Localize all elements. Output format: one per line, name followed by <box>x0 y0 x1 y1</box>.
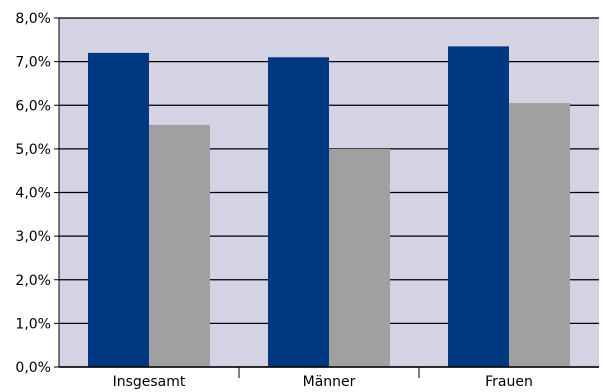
x-category-label: Frauen <box>485 374 533 390</box>
x-category-label: Männer <box>303 374 356 390</box>
y-tick-label: 7,0% <box>15 55 51 71</box>
y-tick-label: 8,0% <box>15 11 51 27</box>
bar-m-nner-series-1 <box>268 57 329 367</box>
bar-insgesamt-series-1 <box>88 52 149 368</box>
y-tick-label: 6,0% <box>15 98 51 114</box>
x-category-label: Insgesamt <box>113 374 186 390</box>
y-axis-tick-labels: 0,0% 1,0% 2,0% 3,0% 4,0% 5,0% 6,0% 7,0% 8,0% <box>15 11 51 376</box>
bars <box>88 46 570 368</box>
bar-frauen-series-1 <box>448 46 509 367</box>
bar-m-nner-series-2 <box>329 148 390 367</box>
y-tick-label: 1,0% <box>15 316 51 332</box>
x-axis: Insgesamt Männer Frauen <box>58 18 599 390</box>
y-tick-label: 0,0% <box>15 360 51 376</box>
y-tick-label: 5,0% <box>15 142 51 158</box>
y-tick-label: 3,0% <box>15 229 51 245</box>
y-tick-label: 2,0% <box>15 273 51 289</box>
bar-frauen-series-2 <box>509 103 570 367</box>
bar-insgesamt-series-2 <box>149 124 210 367</box>
y-tick-label: 4,0% <box>15 186 51 202</box>
